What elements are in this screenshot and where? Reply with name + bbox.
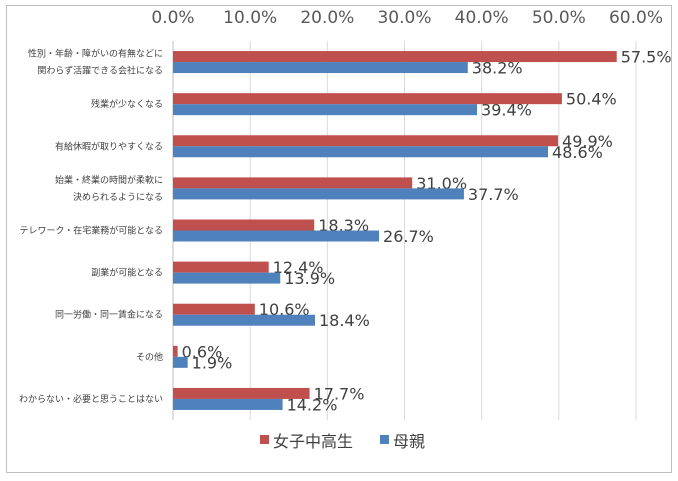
data-label: 31.0% — [416, 174, 467, 193]
x-tick-label: 30.0% — [377, 8, 431, 28]
x-tick-label: 0.0% — [151, 8, 194, 28]
data-label: 50.4% — [566, 90, 617, 109]
bar-series1 — [173, 93, 562, 105]
bar-series2 — [173, 230, 380, 242]
bar-series2 — [173, 272, 281, 284]
category-label: 残業が少なくなる — [91, 98, 163, 110]
bar-series2 — [173, 356, 188, 368]
bar-series2 — [173, 62, 468, 74]
data-label: 57.5% — [621, 48, 672, 67]
category-label: 性別・年齢・障がいの有無などに関わらず活躍できる会社になる — [28, 48, 163, 77]
category-label: 同一労働・同一賃金になる — [55, 309, 163, 321]
data-label: 26.7% — [383, 227, 434, 246]
bar-series1 — [173, 261, 269, 273]
bar-series2 — [173, 314, 315, 326]
category-label-line: わからない・必要と思うことはない — [19, 393, 163, 405]
data-label: 17.7% — [314, 384, 365, 403]
bar-series2 — [173, 146, 549, 158]
bar-series1 — [173, 303, 255, 315]
category-label: 始業・終業の時間が柔軟に決められるようになる — [55, 174, 163, 203]
category-label: テレワーク・在宅業務が可能となる — [19, 225, 163, 237]
bar-series1 — [173, 135, 559, 147]
data-label: 38.2% — [472, 59, 523, 78]
category-label-line: 決められるようになる — [73, 191, 163, 203]
category-label-line: 始業・終業の時間が柔軟に — [55, 174, 163, 186]
data-label: 37.7% — [468, 185, 519, 204]
category-label-line: その他 — [136, 351, 163, 363]
data-label: 49.9% — [562, 132, 613, 151]
data-label: 12.4% — [273, 258, 324, 277]
bar-series1 — [173, 345, 178, 357]
data-label: 39.4% — [481, 101, 532, 120]
data-label: 18.3% — [318, 216, 369, 235]
bar-series1 — [173, 51, 617, 63]
data-label: 1.9% — [192, 353, 233, 372]
category-label: わからない・必要と思うことはない — [19, 393, 163, 405]
data-label: 13.9% — [284, 269, 335, 288]
category-label-line: 残業が少なくなる — [91, 98, 163, 110]
bar-series1 — [173, 177, 413, 189]
category-label-line: 副業が可能となる — [91, 267, 163, 279]
legend-swatch — [380, 435, 389, 444]
bar-series1 — [173, 387, 310, 399]
category-label: その他 — [136, 351, 163, 363]
x-tick-label: 60.0% — [609, 8, 663, 28]
legend-label: 母親 — [393, 432, 425, 451]
legend-label: 女子中高生 — [273, 432, 353, 451]
data-label: 14.2% — [287, 395, 338, 414]
category-label-line: 関わらず活躍できる会社になる — [37, 65, 163, 77]
data-label: 48.6% — [552, 143, 603, 162]
x-tick-label: 10.0% — [223, 8, 277, 28]
x-tick-label: 20.0% — [300, 8, 354, 28]
bar-series2 — [173, 398, 283, 410]
bar-series2 — [173, 188, 464, 200]
bar-series2 — [173, 104, 478, 116]
legend-swatch — [260, 435, 269, 444]
category-label-line: テレワーク・在宅業務が可能となる — [19, 225, 163, 237]
category-label-line: 有給休暇が取りやすくなる — [55, 140, 163, 152]
category-label-line: 同一労働・同一賃金になる — [55, 309, 163, 321]
category-label: 副業が可能となる — [91, 267, 163, 279]
data-label: 0.6% — [182, 342, 223, 361]
x-tick-label: 50.0% — [532, 8, 586, 28]
data-label: 10.6% — [259, 300, 310, 319]
data-label: 18.4% — [319, 311, 370, 330]
category-label-line: 性別・年齢・障がいの有無などに — [28, 48, 163, 60]
x-tick-label: 40.0% — [455, 8, 509, 28]
category-label: 有給休暇が取りやすくなる — [55, 140, 163, 152]
bar-series1 — [173, 219, 315, 231]
